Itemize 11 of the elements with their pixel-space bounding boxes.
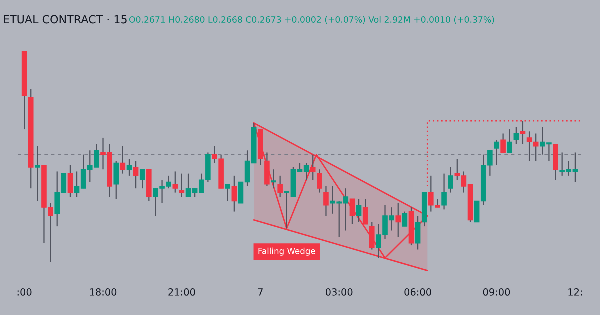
x-tick-label: 06:00 xyxy=(404,288,432,296)
text: O0.2671 H0.2680 L0.2668 C0.2673 +0.0002 (+0.07%) Vol 2.92M +0.0010 (+0.37%) xyxy=(129,16,494,24)
x-tick-label: 03:00 xyxy=(326,288,353,296)
x-tick-label: 12: xyxy=(568,288,582,296)
x-tick-label: :00 xyxy=(18,288,32,296)
x-tick-label: 21:00 xyxy=(168,288,196,296)
x-tick-label: 09:00 xyxy=(483,288,510,296)
x-tick-label: 18:00 xyxy=(90,288,117,296)
chart-title: ETUAL CONTRACT · 15 xyxy=(4,15,127,24)
x-tick-label: 7 xyxy=(258,288,263,296)
annotation: Falling Wedge xyxy=(258,248,316,256)
